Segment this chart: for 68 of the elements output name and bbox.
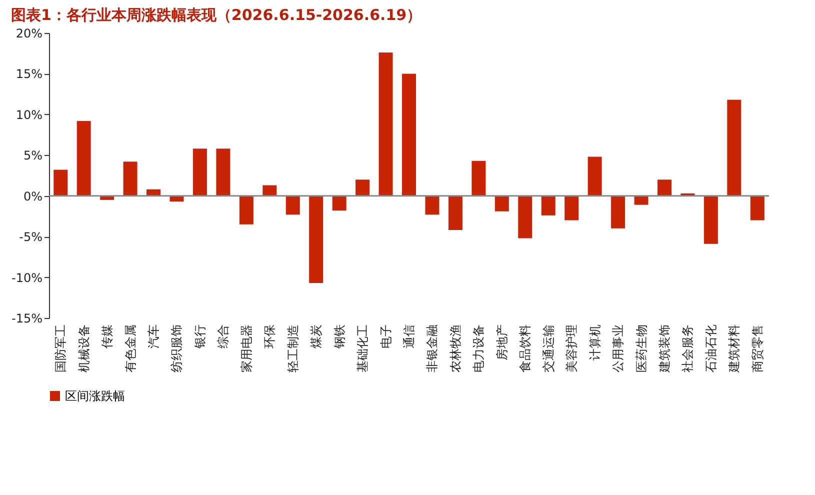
y-tick-label: -15% — [11, 312, 42, 326]
bar — [634, 196, 648, 205]
x-tick-label: 煤炭 — [309, 324, 324, 348]
y-tick-label: 10% — [16, 108, 42, 122]
x-tick-label: 机械设备 — [76, 324, 91, 372]
x-tick-label: 商贸零售 — [750, 324, 764, 372]
x-tick-label: 轻工制造 — [286, 324, 300, 372]
x-tick-label: 钢铁 — [332, 324, 346, 350]
x-tick-label: 家用电器 — [239, 324, 254, 372]
bar — [356, 180, 370, 196]
bar — [518, 196, 532, 238]
x-tick-label: 有色金属 — [123, 324, 138, 372]
bar — [494, 196, 509, 212]
bar — [704, 196, 718, 244]
x-tick-label: 传媒 — [100, 324, 114, 348]
bar — [54, 170, 68, 196]
bar — [402, 74, 416, 196]
bar — [216, 148, 230, 196]
bar — [611, 196, 626, 228]
x-tick-label: 计算机 — [588, 324, 602, 360]
x-tick-label: 农林牧渔 — [448, 324, 462, 372]
x-tick-label: 石油石化 — [704, 324, 718, 372]
x-tick-label: 医药生物 — [634, 324, 648, 372]
y-tick-label: 20% — [16, 26, 42, 40]
bar — [588, 156, 602, 196]
x-tick-label: 纺织服饰 — [170, 324, 184, 372]
x-tick-label: 公用事业 — [611, 324, 626, 372]
bar — [286, 196, 300, 215]
x-tick-label: 通信 — [402, 324, 416, 348]
x-tick-label: 电力设备 — [472, 324, 486, 372]
y-tick-label: 15% — [16, 67, 42, 82]
y-tick-label: 0% — [23, 189, 42, 204]
x-tick-label: 汽车 — [146, 324, 161, 348]
legend-label: 区间涨跌幅 — [65, 389, 125, 403]
bar — [541, 196, 556, 216]
bar — [657, 180, 672, 196]
bar — [425, 196, 440, 215]
bar — [564, 196, 579, 220]
bar — [76, 120, 91, 196]
y-tick-label: -5% — [19, 230, 42, 244]
x-tick-label: 基础化工 — [356, 324, 370, 372]
bar — [123, 162, 138, 196]
x-tick-label: 美容护理 — [564, 324, 579, 372]
x-tick-label: 国防军工 — [54, 324, 68, 372]
x-tick-label: 综合 — [216, 324, 230, 348]
bar — [309, 196, 324, 283]
bar — [448, 196, 462, 230]
bar — [192, 148, 207, 196]
x-tick-label: 建筑装饰 — [657, 324, 672, 374]
y-tick-label: 5% — [23, 148, 42, 163]
y-tick-label: -10% — [11, 270, 42, 285]
x-tick-label: 房地产 — [494, 324, 509, 360]
bar — [378, 52, 393, 196]
x-tick-label: 非银金融 — [425, 324, 440, 372]
x-tick-label: 建筑材料 — [727, 324, 742, 374]
x-tick-label: 社会服务 — [680, 324, 695, 372]
bar — [262, 185, 277, 196]
bar — [332, 196, 346, 211]
x-tick-label: 电子 — [378, 324, 393, 348]
x-tick-label: 食品饮料 — [518, 324, 532, 372]
chart-title: 图表1：各行业本周涨跌幅表现（2026.6.15-2026.6.19） — [11, 6, 422, 24]
x-tick-label: 交通运输 — [541, 324, 556, 372]
bar — [727, 100, 742, 196]
x-tick-label: 银行 — [192, 324, 207, 350]
bar — [239, 196, 254, 224]
x-tick-label: 环保 — [262, 324, 277, 348]
bar — [750, 196, 764, 220]
bar — [472, 160, 486, 196]
